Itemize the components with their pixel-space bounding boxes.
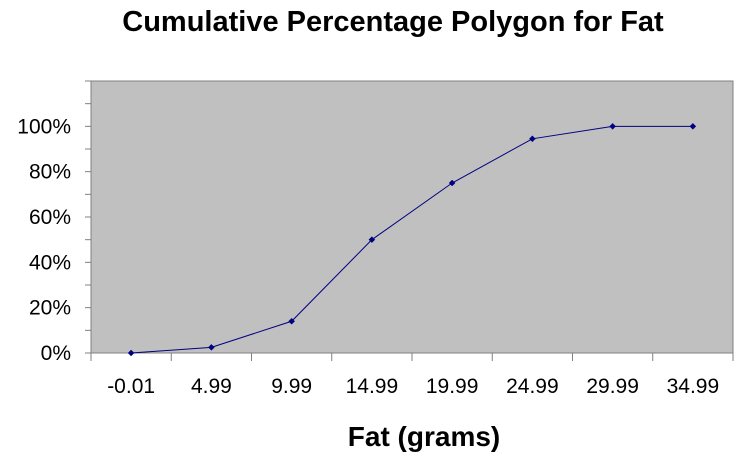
y-axis: 0% 20% 40% 60% 80% 100% (17, 80, 92, 365)
series-line (131, 125, 693, 354)
data-point (208, 343, 215, 351)
data-point (288, 317, 295, 325)
series (127, 122, 697, 357)
x-tick-label: 34.99 (667, 375, 720, 398)
y-tick-label: 40% (29, 251, 71, 274)
data-point (609, 122, 616, 130)
data-point (529, 135, 536, 143)
plot-area (90, 80, 734, 354)
y-tick-label: 20% (29, 297, 71, 320)
x-tick-label: 4.99 (191, 375, 232, 398)
data-point (368, 236, 376, 244)
x-tick-label: 29.99 (586, 375, 639, 398)
chart-title: Cumulative Percentage Polygon for Fat (122, 6, 664, 38)
x-axis: -0.01 4.99 9.99 14.99 19.99 24.99 29.99 34.99 (90, 352, 734, 398)
x-axis-label: Fat (grams) (348, 421, 500, 452)
y-tick-label: 0% (41, 342, 71, 365)
y-tick-label: 100% (17, 115, 71, 138)
x-tick-label: 24.99 (506, 375, 559, 398)
x-tick-label: 14.99 (346, 375, 399, 398)
data-point (689, 122, 697, 130)
y-tick-label: 60% (29, 206, 71, 229)
x-tick-label: 9.99 (271, 375, 312, 398)
data-point (127, 349, 135, 357)
x-tick-label: 19.99 (426, 375, 479, 398)
y-tick-label: 80% (29, 161, 71, 184)
data-point (448, 179, 456, 187)
x-tick-label: -0.01 (107, 375, 155, 398)
